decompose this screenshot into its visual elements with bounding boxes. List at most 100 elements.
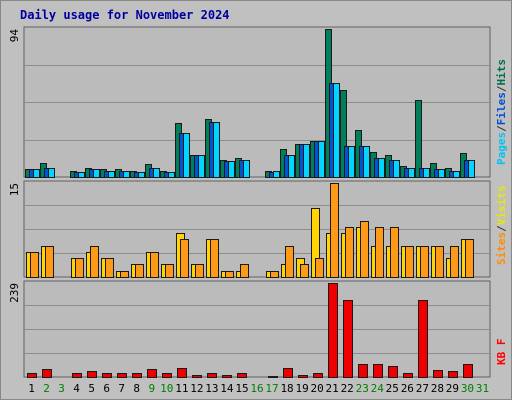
bar-pages-day-29: [453, 171, 460, 178]
bar-pages-day-6: [108, 171, 115, 178]
bar-kb-f-day-17: [268, 376, 278, 378]
bar-sites-day-30: [465, 239, 474, 278]
legend-part: /: [495, 125, 508, 132]
x-tick-label: 24: [371, 382, 385, 395]
bar-sites-day-22: [345, 227, 354, 278]
x-tick-label: 11: [175, 382, 188, 395]
bar-pages-day-17: [273, 171, 280, 178]
x-tick-label: 3: [58, 382, 65, 395]
legend-part: Visits: [495, 186, 508, 226]
x-tick-label: 17: [265, 382, 278, 395]
bar-sites-day-20: [315, 258, 324, 278]
bar-sites-day-25: [390, 227, 399, 278]
bar-kb-f-day-7: [117, 373, 127, 378]
bar-sites-day-6: [105, 258, 114, 278]
legend-part: /: [495, 85, 508, 92]
bar-sites-day-24: [375, 227, 384, 278]
panel-kbytes-ymax-label: 239: [8, 283, 21, 303]
bar-pages-day-28: [438, 169, 445, 178]
x-tick-label: 18: [280, 382, 293, 395]
legend-part: KB F: [495, 339, 508, 366]
bar-sites-day-15: [240, 264, 249, 278]
bar-kb-f-day-10: [162, 373, 172, 378]
bar-pages-day-30: [468, 160, 475, 178]
bar-pages-day-20: [318, 141, 325, 178]
panel-hits: 94 Pages/Files/Hits: [8, 26, 508, 178]
bar-sites-day-10: [165, 264, 174, 278]
bar-sites-day-12: [195, 264, 204, 278]
x-tick-label: 2: [43, 382, 50, 395]
bar-kb-f-day-27: [418, 300, 428, 378]
x-tick-label: 23: [356, 382, 369, 395]
bar-pages-day-24: [378, 158, 385, 178]
bar-pages-day-15: [243, 160, 250, 178]
x-tick-label: 21: [326, 382, 339, 395]
bar-kb-f-day-11: [177, 368, 187, 378]
bar-pages-day-19: [303, 144, 310, 178]
panel-visits-ymax-label: 15: [8, 183, 21, 196]
x-tick-label: 14: [220, 382, 234, 395]
bar-kb-f-day-1: [27, 373, 37, 378]
bar-sites-day-2: [45, 246, 54, 278]
x-tick-label: 29: [446, 382, 459, 395]
bar-hits-day-27: [415, 100, 422, 178]
bar-kb-f-day-23: [358, 364, 368, 378]
panel-hits-legend: Pages/Files/Hits: [495, 59, 508, 165]
bar-sites-day-23: [360, 221, 369, 278]
bar-sites-day-18: [285, 246, 294, 278]
x-tick-label: 15: [235, 382, 248, 395]
bar-sites-day-19: [300, 264, 309, 278]
legend-part: Sites: [495, 232, 508, 265]
bar-pages-day-13: [213, 122, 220, 178]
bar-pages-day-18: [288, 155, 295, 178]
bar-kb-f-day-25: [388, 366, 398, 378]
bar-sites-day-26: [405, 246, 414, 278]
bar-sites-day-17: [270, 271, 279, 278]
legend-part: Files: [495, 92, 508, 125]
bar-sites-day-21: [330, 183, 339, 278]
bar-sites-day-4: [75, 258, 84, 278]
x-tick-label: 12: [190, 382, 203, 395]
bar-kb-f-day-12: [192, 375, 202, 378]
bar-sites-day-27: [420, 246, 429, 278]
bar-kb-f-day-9: [147, 369, 157, 378]
bar-pages-day-21: [333, 83, 340, 178]
x-tick-label: 25: [386, 382, 399, 395]
bar-kb-f-day-26: [403, 373, 413, 378]
bar-kb-f-day-15: [237, 373, 247, 378]
bar-kb-f-day-5: [87, 371, 97, 378]
legend-part: Hits: [495, 59, 508, 86]
bar-pages-day-5: [93, 169, 100, 178]
bar-kb-f-day-29: [448, 371, 458, 378]
x-tick-label: 26: [401, 382, 414, 395]
panel-hits-ymax-label: 94: [8, 29, 21, 43]
x-tick-label: 6: [103, 382, 110, 395]
bar-sites-day-28: [435, 246, 444, 278]
x-tick-label: 1: [28, 382, 35, 395]
x-tick-label: 30: [461, 382, 474, 395]
panel-kbytes: 239 KB F: [8, 280, 508, 378]
x-tick-label: 16: [250, 382, 263, 395]
x-tick-label: 10: [160, 382, 173, 395]
bar-sites-day-5: [90, 246, 99, 278]
bar-pages-day-14: [228, 161, 235, 178]
bar-sites-day-13: [210, 239, 219, 278]
bar-pages-day-10: [168, 172, 175, 178]
x-tick-label: 22: [341, 382, 354, 395]
bar-pages-day-22: [348, 146, 355, 178]
bar-kb-f-day-24: [373, 364, 383, 378]
bar-pages-day-4: [78, 172, 85, 178]
bar-kb-f-day-14: [222, 375, 232, 378]
bar-pages-day-11: [183, 133, 190, 178]
bar-kb-f-day-28: [433, 370, 443, 378]
bar-kb-f-day-21: [328, 283, 338, 378]
bar-hits-day-22: [340, 90, 347, 178]
bar-sites-day-1: [30, 252, 39, 278]
x-tick-label: 7: [118, 382, 125, 395]
bar-pages-day-26: [408, 168, 415, 178]
bar-kb-f-day-6: [102, 373, 112, 378]
bar-kb-f-day-22: [343, 300, 353, 378]
bar-sites-day-8: [135, 264, 144, 278]
bar-sites-day-29: [450, 246, 459, 278]
